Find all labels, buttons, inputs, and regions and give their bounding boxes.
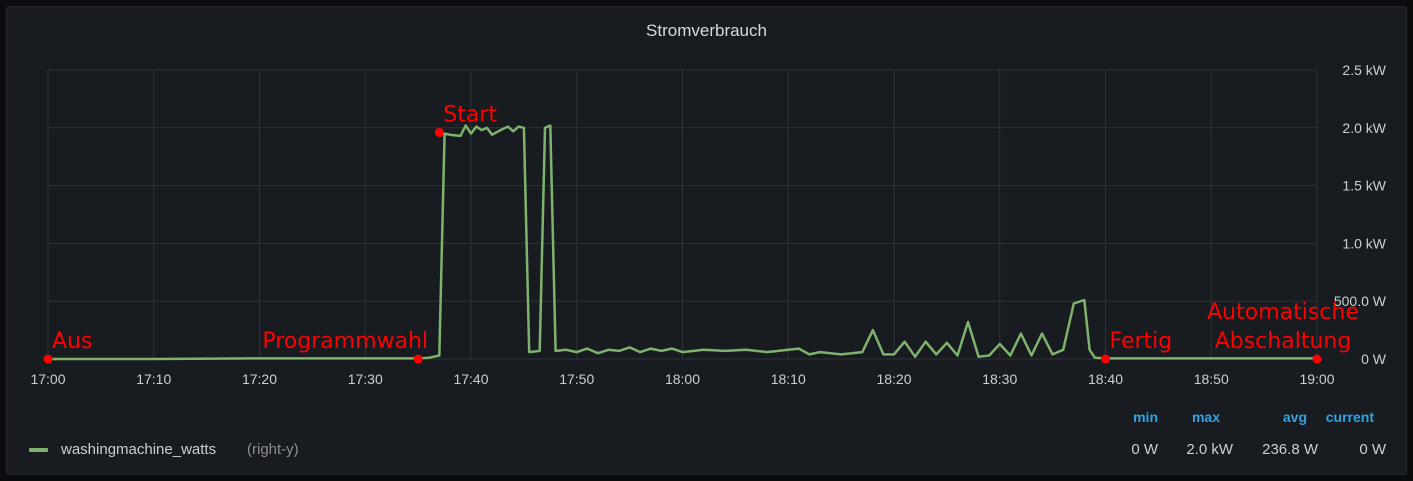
- x-tick-label: 18:40: [1088, 371, 1123, 387]
- x-tick-label: 17:30: [348, 371, 383, 387]
- annotation-marker[interactable]: [43, 354, 53, 364]
- series-line[interactable]: [48, 124, 1317, 361]
- annotation-marker[interactable]: [1101, 354, 1110, 364]
- graph-panel: Stromverbrauch 0 W 500.0 W 1.0 kW 1.5 kW 2.0…: [6, 6, 1407, 475]
- legend-value-min: 0 W: [1131, 441, 1158, 458]
- annotation-marker[interactable]: [413, 354, 423, 364]
- x-tick-label: 18:30: [982, 371, 1017, 387]
- x-tick-label: 18:00: [665, 371, 700, 387]
- legend-series-name[interactable]: washingmachine_watts: [61, 441, 217, 458]
- annotation-label: Programmwahl: [262, 329, 428, 354]
- annotation-marker[interactable]: [434, 127, 444, 137]
- legend-series-row: washingmachine_watts (right-y) 0 W 2.0 k…: [7, 439, 1406, 461]
- annotation-label: Aus: [52, 329, 92, 354]
- annotation-marker[interactable]: [1312, 354, 1322, 364]
- annotation-label: Automatische: [1207, 300, 1359, 325]
- legend-header-current[interactable]: current: [1325, 409, 1374, 425]
- x-tick-label: 19:00: [1299, 371, 1334, 387]
- x-tick-label: 18:50: [1194, 371, 1229, 387]
- x-tick-label: 17:00: [30, 371, 65, 387]
- legend-value-current: 0 W: [1359, 441, 1386, 458]
- annotation-label: Abschaltung: [1215, 329, 1352, 354]
- legend-header-avg[interactable]: avg: [1282, 409, 1307, 425]
- y-tick-label: 2.5 kW: [1342, 62, 1386, 78]
- annotation-label: Fertig: [1110, 329, 1173, 354]
- annotation-label: Start: [443, 102, 497, 127]
- legend-value-max: 2.0 kW: [1186, 441, 1233, 458]
- legend-header-min[interactable]: min: [1133, 409, 1158, 425]
- y-tick-label: 0 W: [1361, 351, 1387, 367]
- x-tick-label: 18:10: [771, 371, 806, 387]
- legend-value-avg: 236.8 W: [1262, 441, 1318, 458]
- y-tick-label: 500.0 W: [1334, 293, 1387, 309]
- legend-series-axis: (right-y): [247, 441, 299, 458]
- x-tick-label: 17:50: [559, 371, 594, 387]
- x-tick-label: 17:40: [453, 371, 488, 387]
- x-tick-label: 18:20: [876, 371, 911, 387]
- legend-header-max[interactable]: max: [1191, 409, 1220, 425]
- y-tick-label: 2.0 kW: [1342, 120, 1386, 136]
- panel-title[interactable]: Stromverbrauch: [646, 21, 767, 40]
- x-tick-label: 17:20: [242, 371, 277, 387]
- y-tick-label: 1.0 kW: [1342, 235, 1386, 251]
- x-tick-label: 17:10: [136, 371, 171, 387]
- y-tick-label: 1.5 kW: [1342, 178, 1386, 194]
- chart[interactable]: 0 W 500.0 W 1.0 kW 1.5 kW 2.0 kW 2.5 kW 17:00 1…: [7, 7, 1408, 407]
- legend-series-swatch[interactable]: [29, 448, 48, 452]
